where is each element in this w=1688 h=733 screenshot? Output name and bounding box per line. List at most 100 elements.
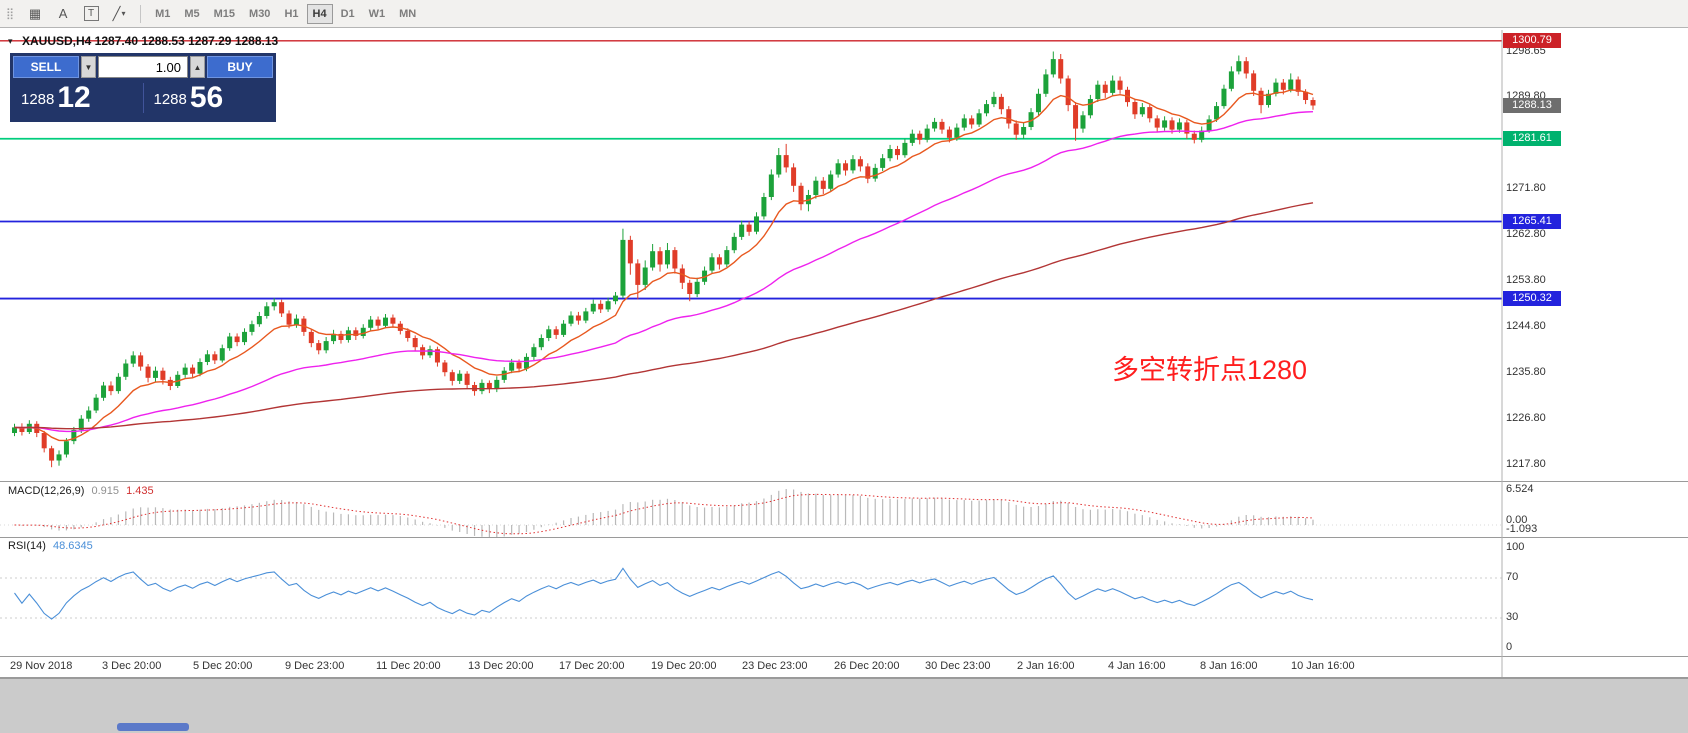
timeframe-m15[interactable]: M15 <box>208 4 241 24</box>
candle-body <box>538 338 544 348</box>
candle-body <box>123 363 129 377</box>
candle-body <box>1221 88 1227 107</box>
trendline-glyph: ╱ <box>112 5 121 21</box>
candle-body <box>227 336 233 349</box>
sell-button[interactable]: SELL <box>13 56 79 78</box>
candle-body <box>598 303 604 310</box>
candle-body <box>813 180 819 195</box>
candle-body <box>345 330 351 340</box>
candle-body <box>880 158 886 168</box>
timeframe-m5[interactable]: M5 <box>178 4 205 24</box>
candle-body <box>605 301 611 310</box>
candle-body <box>1006 109 1012 124</box>
candle-body <box>1132 102 1138 115</box>
candle-body <box>308 331 314 344</box>
candle-body <box>249 324 255 332</box>
timeframe-h1[interactable]: H1 <box>278 4 304 24</box>
rsi-axis-label: 30 <box>1506 611 1519 623</box>
buy-button[interactable]: BUY <box>207 56 273 78</box>
candle-body <box>479 382 485 392</box>
scrollbar-thumb[interactable] <box>117 723 189 731</box>
rsi-axis-label: 70 <box>1506 571 1519 583</box>
price-axis-label: 1253.80 <box>1506 274 1546 286</box>
candle-body <box>301 318 307 332</box>
rsi-axis-label: 0 <box>1506 641 1513 653</box>
volume-input[interactable] <box>98 56 188 78</box>
one-click-collapse-icon[interactable]: ▾ <box>8 36 13 46</box>
timeframe-bar: M1 M5 M15 M30 H1 H4 D1 W1 MN <box>149 3 422 24</box>
candle-body <box>1021 127 1027 135</box>
candle-body <box>1184 122 1190 134</box>
toolbar: ⣿ ▦ A T ╱ ▾ M1 M5 M15 M30 H1 H4 D1 W1 MN <box>0 0 1688 28</box>
candle-body <box>12 427 17 433</box>
candle-body <box>917 133 923 140</box>
candle-body <box>1258 90 1264 106</box>
candle-body <box>998 96 1004 110</box>
sell-price[interactable]: 1288 12 <box>21 83 133 113</box>
timeframe-mn[interactable]: MN <box>393 4 422 24</box>
candle-body <box>383 317 388 326</box>
rsi-indicator-label: RSI(14) 48.6345 <box>8 540 93 552</box>
price-axis-box: 1281.61 <box>1503 131 1561 146</box>
buy-price[interactable]: 1288 56 <box>154 83 266 113</box>
toolbar-grip-icon[interactable]: ⣿ <box>6 8 15 20</box>
candle-body <box>1228 71 1234 89</box>
candle-body <box>857 159 863 167</box>
candle-body <box>1176 122 1182 130</box>
candle-body <box>650 251 656 268</box>
candle-body <box>1102 84 1108 93</box>
macd-axis-label: 6.524 <box>1506 483 1534 495</box>
price-axis-label: 1262.80 <box>1506 228 1546 240</box>
candle-body <box>954 127 960 138</box>
price-axis-label: 1226.80 <box>1506 412 1546 424</box>
candle-body <box>679 268 685 283</box>
candle-body <box>702 270 708 282</box>
grid-tool-icon[interactable]: ▦ <box>22 3 48 25</box>
volume-increase-button[interactable]: ▲ <box>190 56 205 78</box>
candle-body <box>412 338 418 348</box>
candle-body <box>1035 93 1041 113</box>
macd-axis-label: -1.093 <box>1506 523 1538 535</box>
candle-body <box>1206 119 1212 131</box>
candle-body <box>405 330 411 338</box>
candle-body <box>583 311 589 321</box>
candle-body <box>932 121 938 129</box>
candle-body <box>464 373 470 385</box>
candle-body <box>375 319 381 326</box>
candle-body <box>1139 107 1145 115</box>
candle-body <box>368 319 374 328</box>
line-tool-icon[interactable]: ╱ ▾ <box>106 3 132 25</box>
volume-decrease-button[interactable]: ▼ <box>81 56 96 78</box>
candle-body <box>101 385 107 398</box>
timeframe-h4[interactable]: H4 <box>306 3 333 24</box>
timeframe-m1[interactable]: M1 <box>149 4 176 24</box>
candle-body <box>1236 61 1242 72</box>
candle-body <box>1065 78 1071 106</box>
candle-body <box>1050 59 1056 75</box>
timeframe-m30[interactable]: M30 <box>243 4 276 24</box>
candle-body <box>828 174 834 189</box>
candle-body <box>516 362 522 369</box>
candle-body <box>850 159 856 171</box>
buy-price-main: 1288 <box>153 91 187 108</box>
candle-body <box>546 329 552 338</box>
candle-body <box>991 96 997 105</box>
candle-body <box>969 118 975 125</box>
price-axis-box: 1250.32 <box>1503 291 1561 306</box>
text-label-tool-icon[interactable]: A <box>50 3 76 25</box>
price-axis-box: 1265.41 <box>1503 214 1561 229</box>
text-tool-icon[interactable]: T <box>78 3 104 25</box>
candle-body <box>561 323 567 335</box>
price-axis-label: 1244.80 <box>1506 320 1546 332</box>
timeframe-w1[interactable]: W1 <box>363 4 392 24</box>
candle-body <box>872 167 878 179</box>
timeframe-d1[interactable]: D1 <box>335 4 361 24</box>
candle-body <box>531 347 537 357</box>
candle-body <box>1169 120 1175 130</box>
candle-body <box>924 128 930 140</box>
candle-body <box>434 349 440 363</box>
candle-body <box>256 316 262 325</box>
candle-body <box>657 251 663 265</box>
